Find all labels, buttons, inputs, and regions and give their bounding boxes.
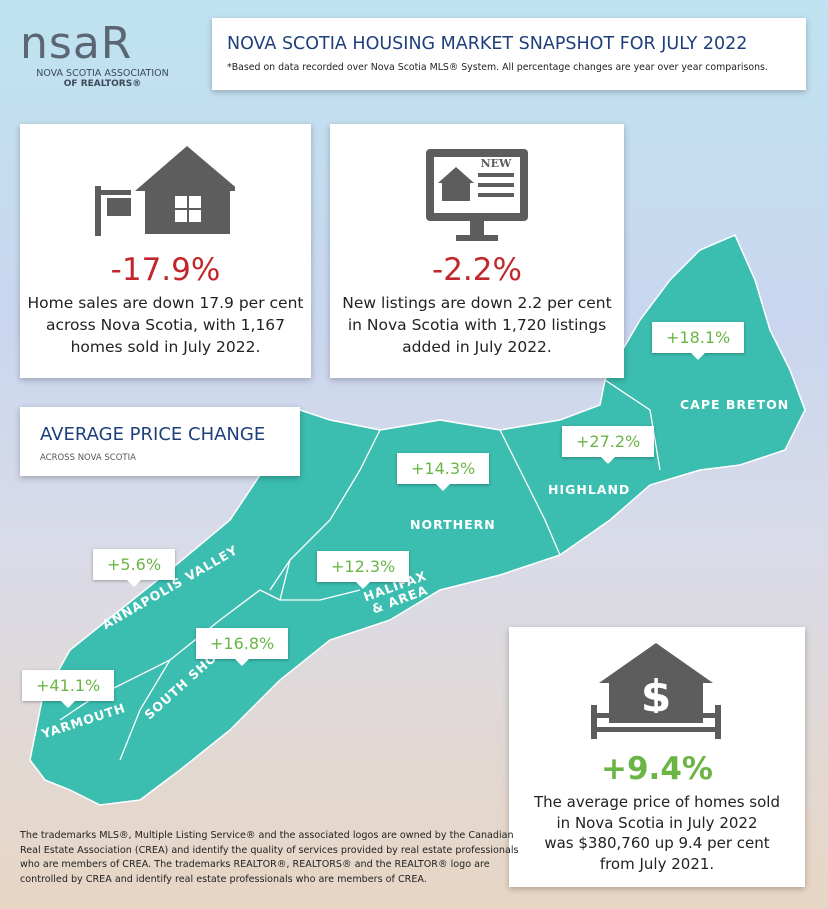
text-line: Home sales are down 17.9 per cent [27, 294, 304, 312]
text-line: homes sold in July 2022. [70, 338, 261, 356]
region-change: +41.1% [22, 670, 115, 708]
logo-mark: ns [20, 18, 73, 69]
region-change: +14.3% [397, 453, 490, 491]
logo-text: OF REALTORS® [63, 79, 142, 89]
region-change: +5.6% [93, 549, 176, 587]
stat-text: Home sales are down 17.9 per cent across … [20, 292, 311, 358]
logo-text: NOVA SCOTIA ASSOCIATION [36, 68, 169, 79]
region-name: CAPE BRETON [680, 397, 790, 412]
section-subtitle: ACROSS NOVA SCOTIA [40, 453, 136, 463]
region-borders [59, 379, 661, 761]
header-title: NOVA SCOTIA HOUSING MARKET SNAPSHOT FOR … [227, 34, 748, 54]
stat-value: -17.9% [110, 252, 221, 288]
text-line: across Nova Scotia, with 1,167 [45, 316, 286, 334]
text-line: Real Estate Association (CREA) and ident… [20, 844, 519, 856]
average-value: +9.4% [601, 751, 713, 787]
average-card: $ +9.4% The average price of homes sold i… [509, 627, 805, 887]
text-line: New listings are down 2.2 per cent [342, 294, 612, 312]
region-change: +12.3% [317, 551, 410, 589]
text-line: added in July 2022. [402, 338, 552, 356]
footer: The trademarks MLS®, Multiple Listing Se… [20, 829, 519, 887]
logo: nsaR NOVA SCOTIA ASSOCIATION OF REALTORS… [20, 18, 190, 90]
text-line: The trademarks MLS®, Multiple Listing Se… [20, 830, 514, 841]
text-line: in Nova Scotia in July 2022 [556, 813, 758, 832]
region-change: +16.8% [196, 628, 289, 666]
house-icon: $ [591, 643, 721, 739]
text-line: who are members of CREA. The trademarks … [20, 859, 490, 870]
house-icon [95, 146, 235, 236]
price-change-box: AVERAGE PRICE CHANGE ACROSS NOVA SCOTIA [20, 407, 300, 476]
text-line: in Nova Scotia with 1,720 listings [347, 316, 607, 334]
stat-value: -2.2% [432, 252, 522, 288]
listing-icon: NEW [426, 149, 528, 241]
stat-text: New listings are down 2.2 per cent in Nov… [330, 292, 624, 358]
stat-card: -17.9% Home sales are down 17.9 per cent a… [20, 124, 311, 378]
header: NOVA SCOTIA HOUSING MARKET SNAPSHOT FOR … [212, 18, 806, 90]
header-subtitle: *Based on data recorded over Nova Scotia… [227, 62, 768, 73]
region-change: +18.1% [652, 322, 745, 360]
section-title: AVERAGE PRICE CHANGE [40, 424, 266, 445]
icon-label: NEW [481, 157, 512, 170]
text-line: controlled by CREA and identify real est… [20, 873, 427, 885]
region-change: +27.2% [562, 426, 655, 464]
text-line: was $380,760 up 9.4 per cent [544, 834, 770, 852]
text-line: The average price of homes sold [534, 793, 780, 811]
logo-mark: aR [72, 18, 133, 69]
text-line: from July 2021. [599, 854, 715, 873]
region-name: HIGHLAND [548, 482, 631, 497]
region-name: NORTHERN [410, 517, 496, 532]
stat-card: NEW -2.2% New listings are down 2.2 per c… [330, 124, 624, 378]
